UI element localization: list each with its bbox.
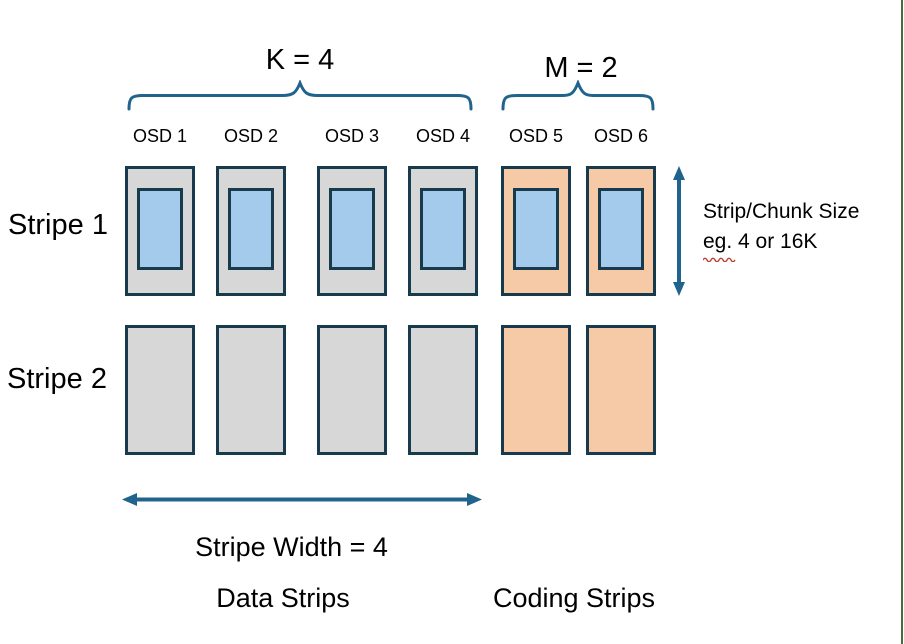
chunk-box-stripe1-osd1 xyxy=(137,188,183,270)
spellcheck-squiggle-icon xyxy=(703,257,736,262)
chunk-size-note-line2: eg. 4 or 16K xyxy=(703,230,818,253)
osd-column-label-3: OSD 3 xyxy=(324,126,380,146)
chunk-box-stripe1-osd2 xyxy=(228,188,274,270)
m-count-label: M = 2 xyxy=(544,52,618,84)
strip-box-stripe2-osd4 xyxy=(408,325,478,455)
stripe-2-label: Stripe 2 xyxy=(7,363,107,395)
chunk-box-stripe1-osd6 xyxy=(598,188,644,270)
strip-box-stripe1-osd1 xyxy=(125,166,195,296)
slide-edge-line xyxy=(901,0,903,644)
chunk-box-stripe1-osd3 xyxy=(329,188,375,270)
strip-box-stripe1-osd3 xyxy=(317,166,387,296)
osd-column-label-5: OSD 5 xyxy=(508,126,564,146)
data-strips-label: Data Strips xyxy=(216,583,350,613)
stripe-width-extent-arrow xyxy=(122,493,482,506)
k-brace xyxy=(127,80,473,111)
osd-column-label-1: OSD 1 xyxy=(132,126,188,146)
chunk-size-note-line1: Strip/Chunk Size xyxy=(703,200,860,223)
stripe-1-row xyxy=(0,166,904,296)
strip-box-stripe1-osd4 xyxy=(408,166,478,296)
chunk-box-stripe1-osd4 xyxy=(420,188,466,270)
osd-column-label-4: OSD 4 xyxy=(415,126,471,146)
chunk-size-note: Strip/Chunk Size eg. 4 or 16K xyxy=(703,197,859,257)
stripe-width-label: Stripe Width = 4 xyxy=(195,532,388,562)
coding-strips-label: Coding Strips xyxy=(492,583,656,613)
chunk-box-stripe1-osd5 xyxy=(513,188,559,270)
stripe-2-row xyxy=(0,325,904,455)
osd-column-label-6: OSD 6 xyxy=(593,126,649,146)
strip-box-stripe2-osd6 xyxy=(586,325,656,455)
osd-labels-row: OSD 1 OSD 2 OSD 3 OSD 4 OSD 5 OSD 6 xyxy=(0,126,904,146)
m-brace xyxy=(501,80,655,111)
strip-box-stripe2-osd5 xyxy=(501,325,571,455)
strip-box-stripe2-osd1 xyxy=(125,325,195,455)
strip-box-stripe2-osd2 xyxy=(216,325,286,455)
strip-box-stripe1-osd2 xyxy=(216,166,286,296)
k-count-label: K = 4 xyxy=(265,44,335,76)
stripe-1-label: Stripe 1 xyxy=(8,209,108,241)
strip-box-stripe1-osd6 xyxy=(586,166,656,296)
chunk-size-extent-arrow xyxy=(673,166,685,296)
strip-box-stripe1-osd5 xyxy=(501,166,571,296)
osd-column-label-2: OSD 2 xyxy=(223,126,279,146)
strip-box-stripe2-osd3 xyxy=(317,325,387,455)
